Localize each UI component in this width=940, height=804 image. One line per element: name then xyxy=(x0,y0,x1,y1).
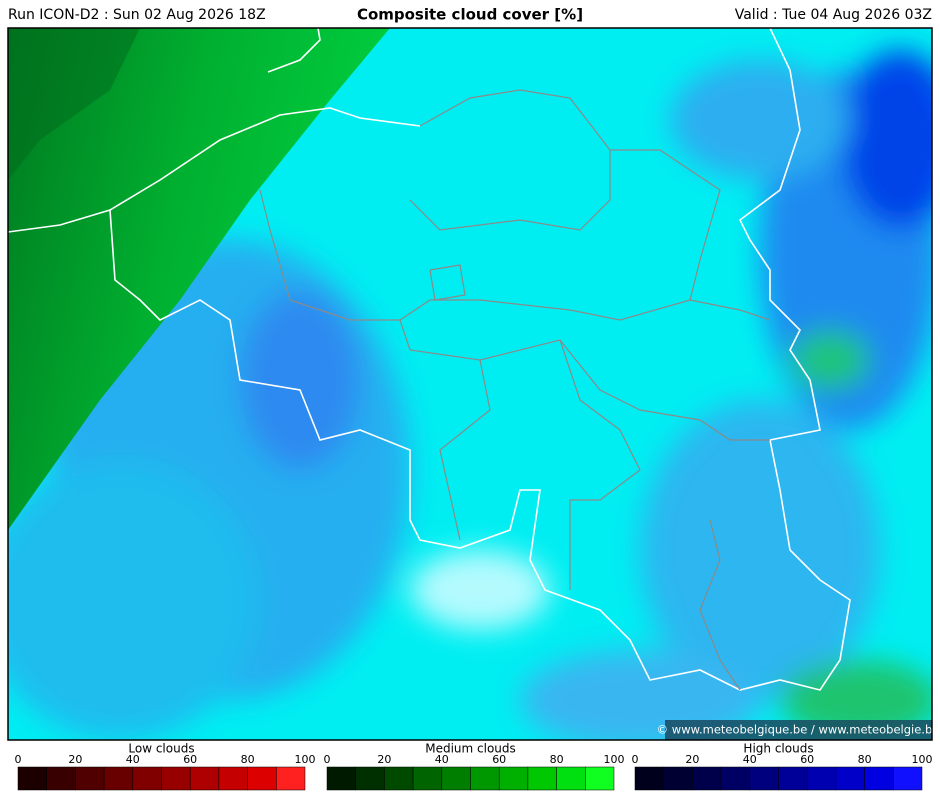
color-swatch xyxy=(527,766,557,791)
legend-tick-label: 60 xyxy=(800,753,814,766)
color-swatch xyxy=(470,766,500,791)
legend-tick-label: 0 xyxy=(324,753,331,766)
map: © www.meteobelgique.be / www.meteobelgie… xyxy=(7,27,940,741)
color-swatch xyxy=(720,766,751,791)
legend-tick-label: 100 xyxy=(604,753,625,766)
color-swatch xyxy=(692,766,722,791)
color-swatch xyxy=(218,766,248,791)
legend-tick-label: 20 xyxy=(377,753,391,766)
legend-tick-label: 40 xyxy=(743,753,757,766)
legend-tick-label: 80 xyxy=(550,753,564,766)
map-title: Composite cloud cover [%] xyxy=(357,6,583,24)
legend-tick-label: 40 xyxy=(126,753,140,766)
color-swatch xyxy=(893,766,923,791)
color-swatch xyxy=(864,766,894,791)
run-info: Run ICON-D2 : Sun 02 Aug 2026 18Z xyxy=(8,7,266,23)
color-swatch xyxy=(663,766,693,791)
legend-tick-label: 100 xyxy=(295,753,316,766)
legend-title: Low clouds xyxy=(128,742,194,756)
color-swatch xyxy=(326,766,356,791)
color-swatch xyxy=(806,766,837,791)
color-swatch xyxy=(778,766,808,791)
legend-title: High clouds xyxy=(743,742,813,756)
legends: Low clouds 0 20 40 60 80 100 Medium clouds 0 20 40… xyxy=(15,742,933,791)
color-swatch xyxy=(46,766,76,791)
legend-tick-label: 0 xyxy=(15,753,22,766)
province-borders xyxy=(259,89,771,691)
credit: © www.meteobelgique.be / www.meteobelgie… xyxy=(657,723,940,737)
color-swatch xyxy=(247,766,277,791)
legend-tick-label: 60 xyxy=(492,753,506,766)
color-swatch xyxy=(355,766,385,791)
borders xyxy=(8,28,851,691)
color-swatch xyxy=(103,766,134,791)
color-swatch xyxy=(161,766,191,791)
legend-title: Medium clouds xyxy=(425,742,516,756)
color-swatch xyxy=(585,766,615,791)
color-swatch xyxy=(749,766,779,791)
color-swatch xyxy=(132,766,162,791)
legend-tick-label: 20 xyxy=(685,753,699,766)
legend-tick-label: 60 xyxy=(183,753,197,766)
color-swatch xyxy=(384,766,414,791)
legend-tick-label: 80 xyxy=(858,753,872,766)
color-swatch xyxy=(556,766,586,791)
legend-tick-label: 20 xyxy=(68,753,82,766)
color-swatch xyxy=(276,766,306,791)
color-swatch xyxy=(498,766,529,791)
legend-tick-label: 100 xyxy=(912,753,933,766)
legend-tick-label: 0 xyxy=(632,753,639,766)
legend-tick-label: 80 xyxy=(241,753,255,766)
valid-info: Valid : Tue 04 Aug 2026 03Z xyxy=(735,7,932,23)
color-swatch xyxy=(17,766,47,791)
color-swatch xyxy=(835,766,865,791)
legend-tick-label: 40 xyxy=(435,753,449,766)
color-swatch xyxy=(412,766,443,791)
color-swatch xyxy=(441,766,471,791)
color-swatch xyxy=(634,766,664,791)
color-swatch xyxy=(189,766,220,791)
color-swatch xyxy=(75,766,105,791)
